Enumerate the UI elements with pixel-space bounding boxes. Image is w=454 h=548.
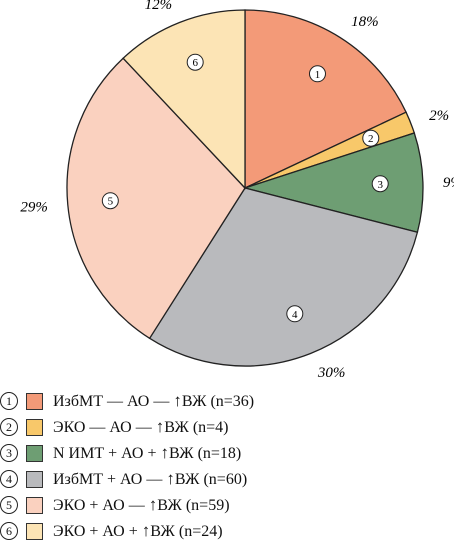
legend-label-4: ИзбМТ + АО — ↑ВЖ (n=60) <box>53 469 247 489</box>
pie-slice-5 <box>66 57 246 340</box>
legend-label-2: ЭКО — АО — ↑ВЖ (n=4) <box>53 417 229 437</box>
legend-label-prefix: ИзбМТ + АО — <box>53 471 167 488</box>
pie-slice-6 <box>122 9 246 190</box>
legend-marker-4: 4 <box>0 470 18 488</box>
pie-slice-3 <box>242 132 424 234</box>
legend-label-6: ЭКО + АО + ↑ВЖ (n=24) <box>53 521 223 541</box>
percent-label-6: 12% <box>145 0 173 13</box>
slice-marker-2: 2 <box>362 129 380 147</box>
svg-text:2: 2 <box>368 133 374 145</box>
legend-swatch-6 <box>26 522 43 540</box>
legend-label-suffix: ВЖ (n=59) <box>157 497 230 514</box>
legend-swatch-3 <box>26 444 43 462</box>
up-arrow-icon: ↑ <box>148 495 158 514</box>
legend-swatch-1 <box>26 392 43 410</box>
legend-item-4: 4 ИзбМТ + АО — ↑ВЖ (n=60) <box>0 466 454 492</box>
legend-item-5: 5 ЭКО + АО — ↑ВЖ (n=59) <box>0 492 454 518</box>
percent-label-4: 30% <box>317 365 346 381</box>
legend-label-suffix: ВЖ (n=24) <box>150 523 223 540</box>
legend-marker-2: 2 <box>0 418 18 436</box>
legend-label-prefix: ЭКО + АО — <box>53 497 149 514</box>
legend-marker-6: 6 <box>0 522 18 540</box>
legend-swatch-4 <box>26 470 43 488</box>
percent-label-3: 9% <box>443 175 454 191</box>
svg-text:4: 4 <box>292 309 298 321</box>
legend-marker-3: 3 <box>0 444 18 462</box>
pie-slice-4 <box>148 187 419 367</box>
up-arrow-icon: ↑ <box>160 443 169 462</box>
pie-chart: 1 18% 2 2% 3 9% 4 30% 5 29% 6 12% <box>20 0 454 381</box>
legend-label-1: ИзбМТ — АО — ↑ВЖ (n=36) <box>53 391 254 411</box>
legend-label-prefix: ЭКО + АО + <box>53 523 142 540</box>
legend-label-suffix: ВЖ (n=60) <box>174 471 248 488</box>
legend-label-suffix: ВЖ (n=18) <box>168 445 242 462</box>
legend-marker-1: 1 <box>0 392 18 410</box>
slice-marker-3: 3 <box>371 175 389 193</box>
percent-label-1: 18% <box>351 14 379 30</box>
up-arrow-icon: ↑ <box>141 521 151 540</box>
svg-text:6: 6 <box>192 57 198 69</box>
chart-legend: 1 ИзбМТ — АО — ↑ВЖ (n=36) 2 ЭКО — АО — ↑ВЖ … <box>0 388 454 544</box>
legend-item-3: 3 N ИМТ + АО + ↑ВЖ (n=18) <box>0 440 454 466</box>
percent-label-5: 29% <box>20 200 48 216</box>
legend-label-prefix: N ИМТ + АО + <box>53 445 161 462</box>
legend-label-3: N ИМТ + АО + ↑ВЖ (n=18) <box>53 443 241 463</box>
slice-marker-5: 5 <box>101 192 119 210</box>
slice-marker-6: 6 <box>186 53 204 71</box>
slice-marker-1: 1 <box>308 65 326 83</box>
up-arrow-icon: ↑ <box>173 391 182 410</box>
svg-text:1: 1 <box>315 69 321 81</box>
legend-marker-5: 5 <box>0 496 18 514</box>
up-arrow-icon: ↑ <box>155 417 165 436</box>
slice-marker-4: 4 <box>286 305 304 323</box>
legend-label-prefix: ЭКО — АО — <box>53 419 156 436</box>
up-arrow-icon: ↑ <box>166 469 175 488</box>
legend-item-1: 1 ИзбМТ — АО — ↑ВЖ (n=36) <box>0 388 454 414</box>
legend-swatch-2 <box>26 418 43 436</box>
legend-item-2: 2 ЭКО — АО — ↑ВЖ (n=4) <box>0 414 454 440</box>
svg-text:3: 3 <box>377 179 383 191</box>
svg-text:5: 5 <box>108 196 114 208</box>
legend-label-suffix: ВЖ (n=4) <box>164 419 229 436</box>
legend-swatch-5 <box>26 496 43 514</box>
pie-slice-1 <box>244 9 407 190</box>
legend-label-prefix: ИзбМТ — АО — <box>53 393 174 410</box>
legend-label-5: ЭКО + АО — ↑ВЖ (n=59) <box>53 495 230 515</box>
legend-label-suffix: ВЖ (n=36) <box>181 393 255 410</box>
percent-label-2: 2% <box>429 108 449 124</box>
legend-item-6: 6 ЭКО + АО + ↑ВЖ (n=24) <box>0 518 454 544</box>
